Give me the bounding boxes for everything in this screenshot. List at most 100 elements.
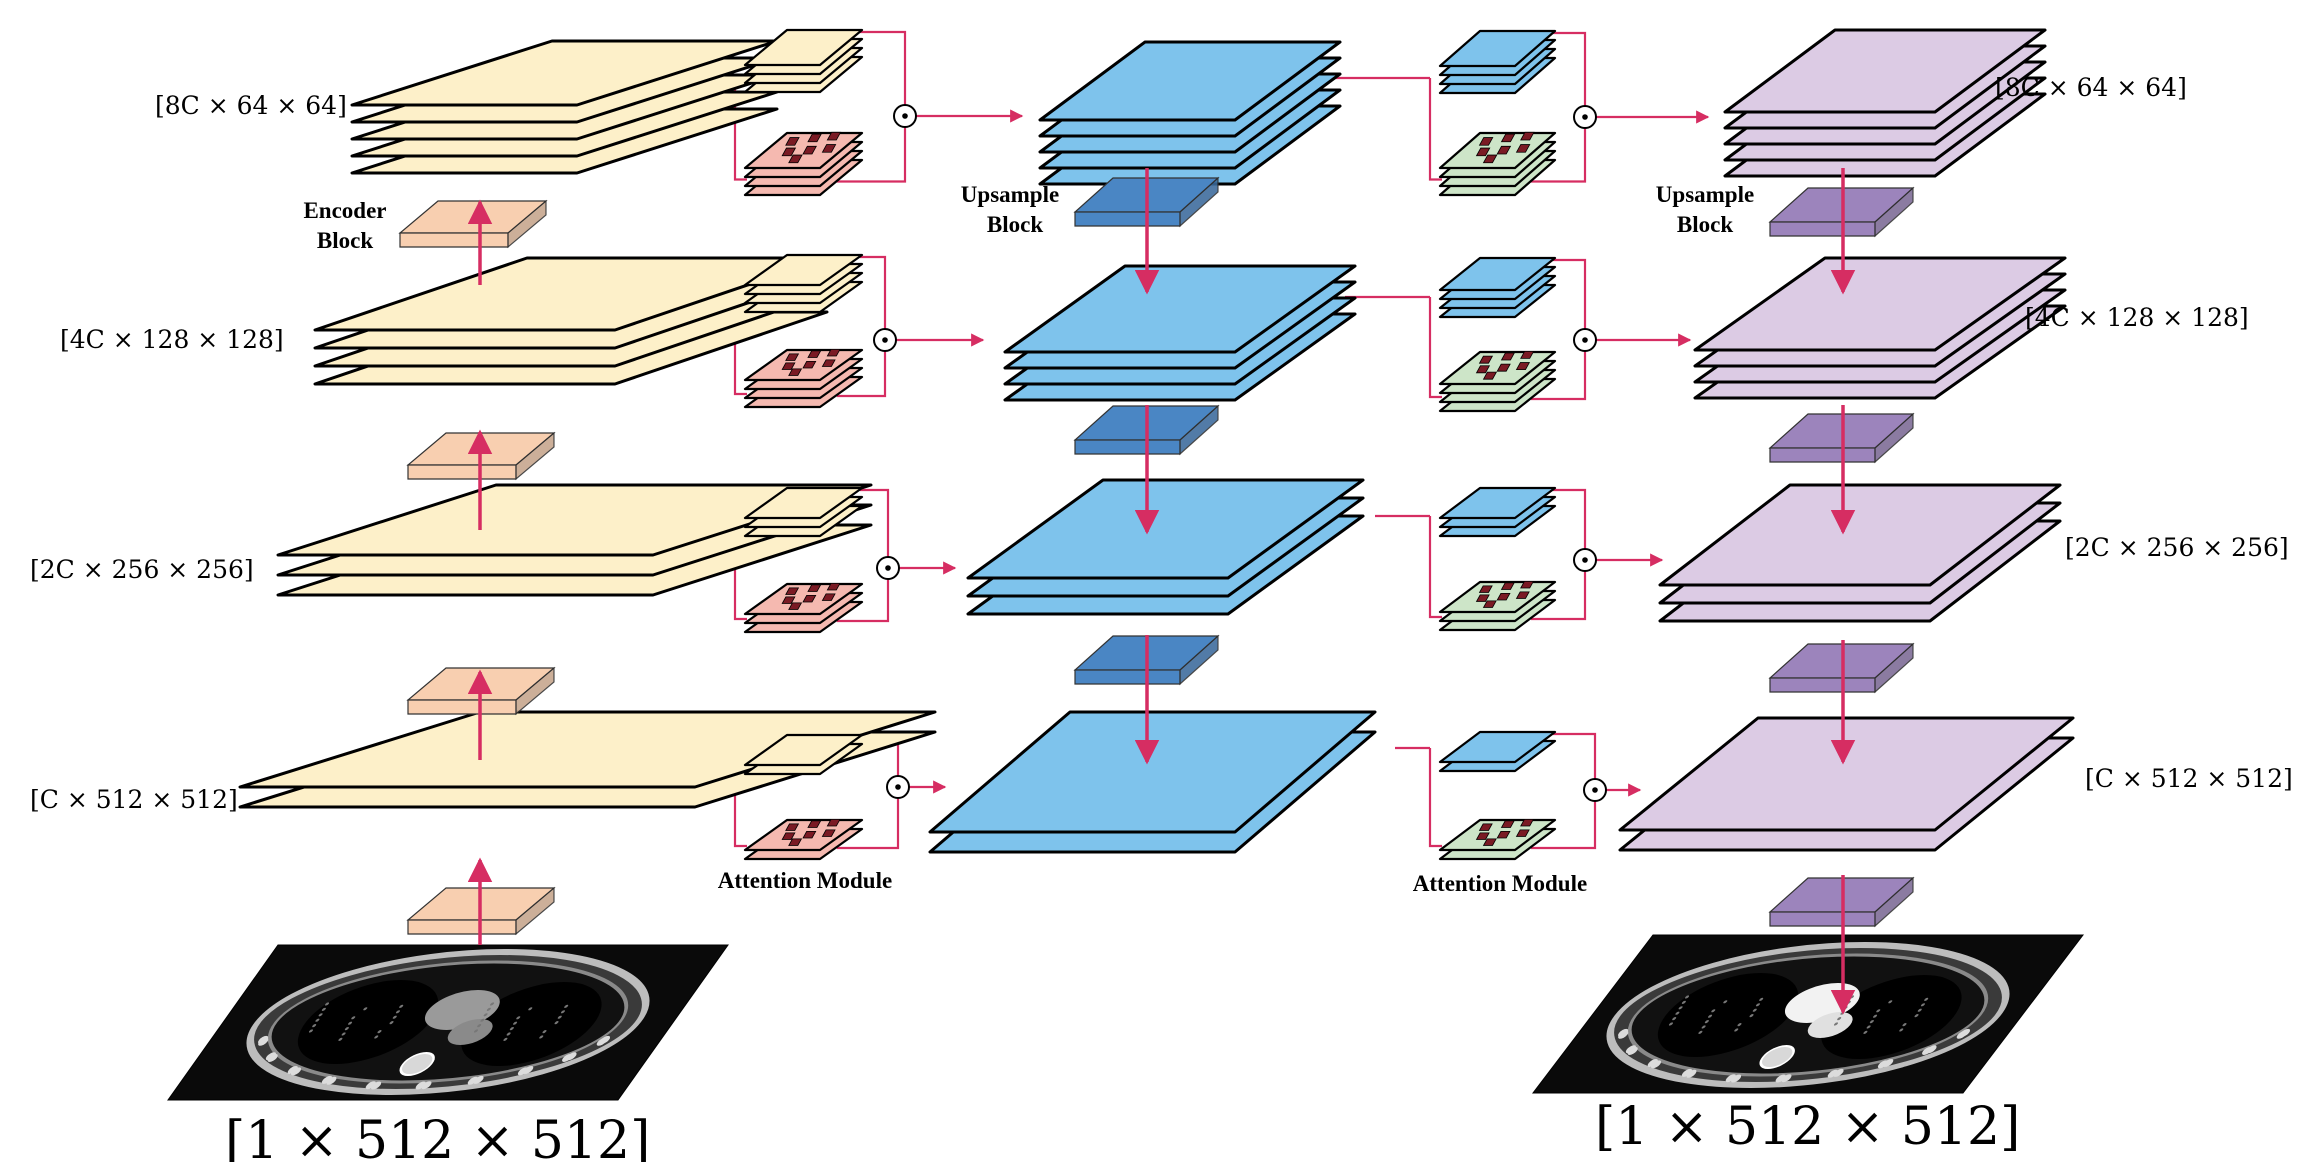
ct-input-image-vessel <box>564 1004 569 1008</box>
attention-b-level2-weight-patches-patch <box>1482 600 1497 608</box>
attention-a-level4-bottom-join <box>836 127 907 183</box>
ct-output-image-vessel <box>1876 1009 1881 1013</box>
ct-input-image-rib <box>326 1076 337 1085</box>
upsample-block-b-4-side <box>1874 186 1914 238</box>
attention-b-level4-weight-patches-patch <box>1496 145 1512 155</box>
ct-output-image-vessel <box>1837 1016 1842 1021</box>
ct-input-image-rib <box>467 1076 478 1085</box>
ct-output-image-vessel <box>1723 1000 1728 1004</box>
attention-a-level4-weight-patches <box>781 131 842 164</box>
ct-input-image-vessel <box>315 1018 320 1022</box>
attention-a-level4-feature-stack-sheet <box>743 28 864 67</box>
ct-output-image-vessel <box>1759 997 1764 1001</box>
attention-b-level3-feature-stack <box>1438 256 1557 319</box>
ct-input-image-rib <box>599 1035 611 1044</box>
attention-a-level2-weight-patches-patch <box>807 584 822 592</box>
ct-output-image-vessel <box>1681 1000 1686 1004</box>
attention-a-level1-product-icon-dot <box>895 784 901 790</box>
encoder-level2-label: [2C × 256 × 256] <box>30 555 254 584</box>
upsample-block-b-4-front <box>1769 221 1876 237</box>
ct-input-image-rib <box>473 1075 484 1084</box>
attention-b-level2-product-icon <box>1573 548 1597 572</box>
decoder-b-level4-stack <box>1723 28 2047 178</box>
upsample-block-a-1-front <box>1074 669 1181 685</box>
ct-output-image-vessel <box>1755 1003 1760 1007</box>
attention-a-level2-top-join <box>860 488 890 557</box>
ct-input-image-rib <box>371 1081 382 1090</box>
ct-input-image-vessel <box>516 1016 521 1020</box>
attention-a-level3-weight-patches-patch <box>807 350 822 358</box>
ct-input-image-vessel <box>486 1007 491 1011</box>
attention-b-level2-weight-patches <box>1475 581 1535 608</box>
ct-output-image-rib <box>1775 1074 1786 1083</box>
ct-output-image-vessel <box>1704 1020 1709 1024</box>
decoder-a-level3-stack <box>1003 264 1357 402</box>
ct-output-image-aorta <box>1807 1012 1853 1038</box>
attention-b-level4-weight-stack <box>1438 131 1557 197</box>
attention-b-level2-weight-patches-patch <box>1500 582 1515 590</box>
ct-input-image-vessel <box>554 1021 559 1025</box>
attention-a-level2-weight-stack <box>743 582 864 634</box>
ct-output-image-vessel <box>1685 995 1690 999</box>
attention-b-level4-bottom-join <box>1531 128 1587 183</box>
ct-output-image-rib <box>1618 1028 1629 1037</box>
ct-input-image-vessel <box>542 1030 547 1034</box>
attention-b-level2-weight-stack <box>1438 580 1557 632</box>
ct-output-image-rib <box>1926 1045 1937 1054</box>
encoder-block-3-side-shade <box>508 201 546 247</box>
ct-input-image-rib <box>566 1052 577 1061</box>
attention-a-level4-top-join <box>860 30 907 105</box>
ct-output-image-vessel <box>1833 1022 1838 1026</box>
encoder-block-2-front <box>407 464 517 480</box>
decoder-b-level3-stack-sheet <box>1693 256 2067 352</box>
attention-a-level2-weight-patches <box>781 583 841 610</box>
upsample-block-label-a-line1: Upsample <box>961 182 1059 207</box>
attention-b-level2-bottom-branch <box>1428 516 1442 619</box>
attention-a-level2-weight-patches-patch <box>802 595 817 603</box>
ct-input-image-vessel <box>399 1004 404 1008</box>
upsample-block-b-3-front <box>1769 447 1876 463</box>
upsample-block-a-2-front <box>1074 439 1181 455</box>
ct-input-image-vessel <box>557 1015 562 1019</box>
attention-a-level1-weight-patches <box>781 819 841 846</box>
attention-a-level1-weight-patches-patch <box>807 820 822 828</box>
upsample-block-b-1-side <box>1874 876 1914 928</box>
attention-a-level3-weight-stack-sheet <box>743 348 864 382</box>
ct-input-image-vessel <box>348 1021 353 1025</box>
attention-b-level1-weight-stack-sheet <box>1438 818 1557 852</box>
upsample-block-b-3-side <box>1874 412 1914 464</box>
ct-output-image-vessel <box>1749 1014 1754 1018</box>
attention-a-level2-weight-stack-sheet <box>743 582 864 616</box>
ct-input-image <box>167 944 729 1101</box>
ct-input-image-vessel <box>539 1035 544 1039</box>
encoder-block-label-line2: Block <box>317 228 373 253</box>
ct-output-image-rib <box>1781 1074 1792 1083</box>
attention-a-level2-bottom-join <box>836 579 890 623</box>
input-dimension-label: [1 × 512 × 512] <box>225 1111 650 1162</box>
decoder-level2-label: [2C × 256 × 256] <box>2065 533 2289 562</box>
attention-a-level3-weight-patches-patch <box>788 368 803 376</box>
encoder-level2-stack-sheet <box>276 483 873 557</box>
attention-b-level4-weight-patches <box>1475 131 1535 164</box>
attention-a-level4-product-icon <box>893 104 917 128</box>
ct-input-image-vessel <box>392 1015 397 1019</box>
attention-a-level4-feature-stack <box>743 28 864 94</box>
attention-a-level4-weight-patches-patch <box>821 144 837 153</box>
ct-input-image-vessel <box>480 1018 485 1022</box>
attention-a-level1-weight-patches-patch <box>785 823 800 831</box>
attention-b-level2-bottom-join <box>1531 571 1587 621</box>
ct-input-image-vessel <box>374 1035 379 1039</box>
ct-output-image-rib <box>1833 1068 1844 1077</box>
ct-input-image-left-lung <box>297 980 439 1064</box>
attention-b-level1-bottom-branch <box>1428 748 1442 848</box>
attention-b-level1-top-join <box>1553 732 1597 779</box>
ct-input-image-rib <box>287 1066 298 1075</box>
upsample-block-a-2-side <box>1179 404 1219 456</box>
encoder-level4-stack <box>350 39 779 175</box>
ct-output-image-rib <box>1650 1060 1662 1069</box>
attention-a-level2-weight-patches-patch <box>781 596 796 604</box>
ct-input-image-vessel <box>509 1027 514 1031</box>
attention-a-level4-weight-patches-patch <box>802 145 817 155</box>
attention-a-level2-feature-stack <box>743 486 864 538</box>
attention-a-level1-weight-patches-patch <box>826 819 841 827</box>
